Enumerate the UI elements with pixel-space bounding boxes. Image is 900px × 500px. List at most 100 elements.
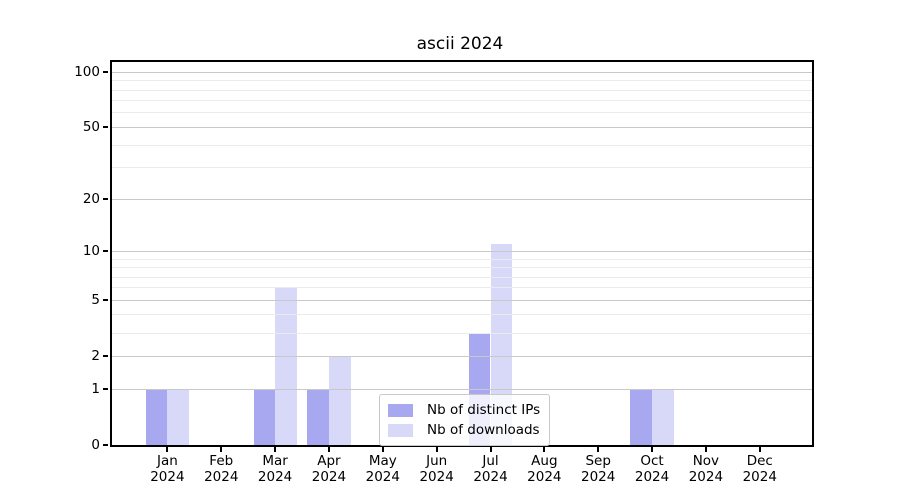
- bar-distinct-ips-jan: [145, 389, 168, 445]
- y-tick-label: 2: [91, 348, 100, 365]
- y-axis-tick: [103, 198, 108, 201]
- x-axis-tick: [327, 447, 330, 452]
- x-tick-label-jul: Jul 2024: [463, 453, 519, 485]
- x-label-year: 2024: [634, 468, 670, 485]
- legend-entry-distinct-ips: Nb of distinct IPs: [388, 400, 540, 420]
- legend-label-distinct-ips: Nb of distinct IPs: [427, 402, 541, 418]
- x-label-month: Jul: [482, 453, 499, 469]
- plot-area: Nb of distinct IPs Nb of downloads 0 1 2 5 1…: [74, 60, 814, 484]
- x-label-year: 2024: [527, 468, 562, 485]
- minor-gridline: [112, 276, 812, 278]
- x-label-year: 2024: [742, 468, 777, 485]
- y-tick-label: 0: [91, 437, 100, 453]
- x-tick-label-feb: Feb 2024: [193, 453, 249, 485]
- x-label-month: Feb: [209, 453, 234, 469]
- minor-gridline: [112, 144, 812, 146]
- x-label-year: 2024: [150, 468, 185, 485]
- minor-gridline: [112, 112, 812, 114]
- bar-downloads-mar: [275, 287, 297, 445]
- y-axis-tick: [103, 355, 108, 358]
- x-label-year: 2024: [365, 468, 400, 485]
- x-axis-tick: [274, 447, 277, 452]
- bar-downloads-jan: [167, 389, 189, 445]
- x-tick-label-jun: Jun 2024: [409, 453, 465, 485]
- major-gridline: [112, 250, 812, 252]
- x-tick-label-oct: Oct 2024: [624, 453, 680, 485]
- major-gridline: [112, 71, 812, 73]
- major-gridline: [112, 126, 812, 128]
- legend-entry-downloads: Nb of downloads: [388, 420, 540, 440]
- y-axis-tick: [103, 71, 108, 74]
- x-axis-tick: [435, 447, 438, 452]
- legend: Nb of distinct IPs Nb of downloads: [379, 394, 551, 446]
- x-label-month: Apr: [317, 453, 341, 469]
- minor-gridline: [112, 267, 812, 268]
- bar-distinct-ips-oct: [630, 389, 653, 445]
- x-label-month: May: [368, 453, 397, 469]
- x-tick-label-mar: Mar 2024: [247, 453, 303, 485]
- x-axis-tick: [651, 447, 654, 452]
- legend-swatch-distinct-ips: [388, 403, 413, 417]
- y-tick-label: 50: [82, 119, 100, 136]
- y-tick-label: 100: [74, 64, 100, 81]
- x-label-month: Aug: [531, 453, 558, 469]
- minor-gridline: [112, 258, 812, 260]
- minor-gridline: [112, 100, 812, 102]
- y-tick-label: 5: [91, 292, 100, 309]
- x-label-month: Sep: [585, 453, 611, 469]
- minor-gridline: [112, 287, 812, 289]
- x-label-year: 2024: [688, 468, 724, 485]
- x-axis-tick: [758, 447, 761, 452]
- minor-gridline: [112, 167, 812, 169]
- y-axis-tick: [103, 126, 108, 129]
- bar-distinct-ips-apr: [307, 389, 329, 445]
- x-label-month: Nov: [692, 453, 720, 469]
- x-label-month: Dec: [746, 453, 773, 469]
- major-gridline: [112, 198, 812, 200]
- bar-downloads-oct: [652, 389, 674, 445]
- x-label-year: 2024: [419, 468, 454, 485]
- y-axis-tick: [103, 299, 108, 302]
- x-axis-tick: [543, 447, 546, 452]
- x-tick-label-dec: Dec 2024: [732, 453, 788, 485]
- x-tick-label-sep: Sep 2024: [570, 453, 626, 485]
- y-axis-tick: [103, 250, 108, 253]
- minor-gridline: [112, 80, 812, 82]
- y-axis-tick: [103, 388, 108, 390]
- bar-downloads-apr: [328, 356, 351, 445]
- x-label-year: 2024: [581, 468, 616, 485]
- y-tick-label: 20: [82, 191, 100, 208]
- x-axis-tick: [381, 447, 384, 452]
- minor-gridline: [112, 332, 812, 334]
- x-axis-tick: [220, 447, 223, 452]
- x-label-month: Jan: [156, 453, 178, 469]
- y-axis-tick: [103, 444, 108, 446]
- x-label-month: Oct: [640, 453, 664, 469]
- x-axis-tick: [704, 447, 707, 452]
- x-label-month: Jun: [426, 453, 448, 469]
- x-tick-label-nov: Nov 2024: [678, 453, 734, 485]
- major-gridline: [112, 388, 812, 390]
- y-tick-label: 1: [91, 381, 100, 397]
- legend-label-downloads: Nb of downloads: [427, 422, 540, 438]
- x-tick-label-apr: Apr 2024: [301, 453, 357, 485]
- x-label-month: Mar: [262, 453, 288, 469]
- x-label-year: 2024: [204, 468, 239, 485]
- bar-distinct-ips-mar: [253, 389, 276, 445]
- x-axis-tick: [489, 447, 492, 452]
- x-label-year: 2024: [257, 468, 293, 485]
- x-tick-label-aug: Aug 2024: [516, 453, 572, 485]
- y-tick-label: 10: [82, 243, 100, 260]
- chart-title: ascii 2024: [416, 34, 504, 54]
- major-gridline: [112, 355, 812, 357]
- x-axis-tick: [597, 447, 600, 452]
- x-tick-label-may: May 2024: [355, 453, 411, 485]
- legend-swatch-downloads: [388, 423, 413, 437]
- x-tick-label-jan: Jan 2024: [139, 453, 195, 485]
- minor-gridline: [112, 314, 812, 316]
- x-label-year: 2024: [311, 468, 347, 485]
- minor-gridline: [112, 89, 812, 91]
- x-axis-tick: [166, 447, 169, 452]
- x-label-year: 2024: [473, 468, 508, 485]
